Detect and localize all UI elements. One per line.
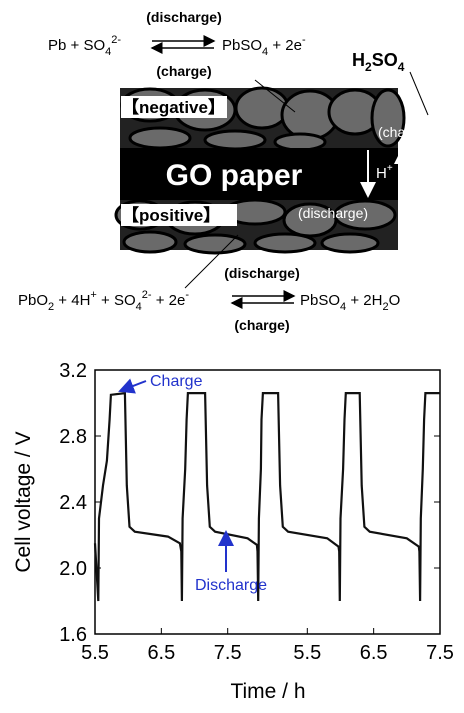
eq-below: (charge) — [156, 63, 211, 79]
annotation: Discharge — [195, 577, 267, 594]
cell — [114, 86, 406, 255]
x-tick-label: 6.5 — [360, 642, 388, 664]
x-tick-label: 7.5 — [214, 642, 242, 664]
equation-left: PbO2 + 4H+ + SO42- + 2e- — [18, 289, 189, 313]
pointer — [409, 71, 429, 116]
pointer — [254, 79, 296, 113]
separator-label: GO paper — [166, 159, 303, 192]
t: + — [90, 289, 96, 301]
t: 2 — [48, 301, 54, 313]
t: + 4H — [54, 292, 90, 309]
annotation-arrow — [118, 378, 147, 394]
y-tick-label: 2.4 — [59, 492, 87, 514]
x-tick-label: 5.5 — [81, 642, 109, 664]
label-bg — [121, 204, 237, 226]
t: + — [387, 163, 393, 174]
t: PbSO — [300, 292, 340, 309]
equation-right: PbSO4 + 2e- — [222, 34, 306, 58]
t: 2 — [365, 60, 372, 74]
y-tick-label: 1.6 — [59, 624, 87, 646]
eq-sup: 2- — [111, 34, 121, 46]
t: SO — [372, 50, 398, 70]
voltage-line — [93, 391, 440, 602]
eq-above: (discharge) — [146, 9, 221, 25]
t: 2 — [382, 301, 388, 313]
electrolyte: H2SO4 — [352, 50, 405, 74]
positive-label: 【positive】 — [122, 205, 220, 225]
y-tick-label: 3.2 — [59, 360, 87, 382]
y-tick-label: 2.0 — [59, 558, 87, 580]
y-axis-label: Cell voltage / V — [12, 431, 35, 572]
annotation: Charge — [150, 373, 203, 390]
plot-frame — [94, 369, 441, 635]
t: H — [352, 50, 365, 70]
t: H — [376, 165, 387, 182]
eq-below: (charge) — [234, 317, 289, 333]
t: 4 — [136, 301, 142, 313]
eq-sub: 4 — [105, 46, 111, 58]
pointer — [184, 234, 239, 289]
ion: H+ — [376, 163, 393, 182]
t: 4 — [340, 301, 346, 313]
t: 4 — [398, 60, 405, 74]
t: + SO — [97, 292, 136, 309]
eq-sub: 4 — [262, 46, 268, 58]
t: + 2e — [152, 292, 186, 309]
t: PbO — [18, 292, 48, 309]
t: - — [185, 289, 189, 301]
x-axis-label: Time / h — [230, 680, 305, 703]
x-tick-label: 7.5 — [426, 642, 454, 664]
negative-label: 【negative】 — [122, 97, 225, 117]
eq-part: + 2e — [268, 37, 302, 54]
x-tick-label: 6.5 — [147, 642, 175, 664]
eq-part: Pb + SO — [48, 37, 105, 54]
eq-above: (discharge) — [224, 265, 299, 281]
t: O — [389, 292, 401, 309]
charge-label: (charge) — [378, 124, 430, 140]
t: 2- — [142, 289, 152, 301]
equation-right: PbSO4 + 2H2O — [300, 292, 400, 313]
y-tick-label: 2.8 — [59, 426, 87, 448]
eq-part: PbSO — [222, 37, 262, 54]
label-bg — [121, 96, 227, 118]
equation-left: Pb + SO42- — [48, 34, 121, 58]
x-tick-label: 5.5 — [293, 642, 321, 664]
eq-sup: - — [302, 34, 306, 46]
discharge-label: (discharge) — [298, 205, 368, 221]
t: + 2H — [346, 292, 382, 309]
